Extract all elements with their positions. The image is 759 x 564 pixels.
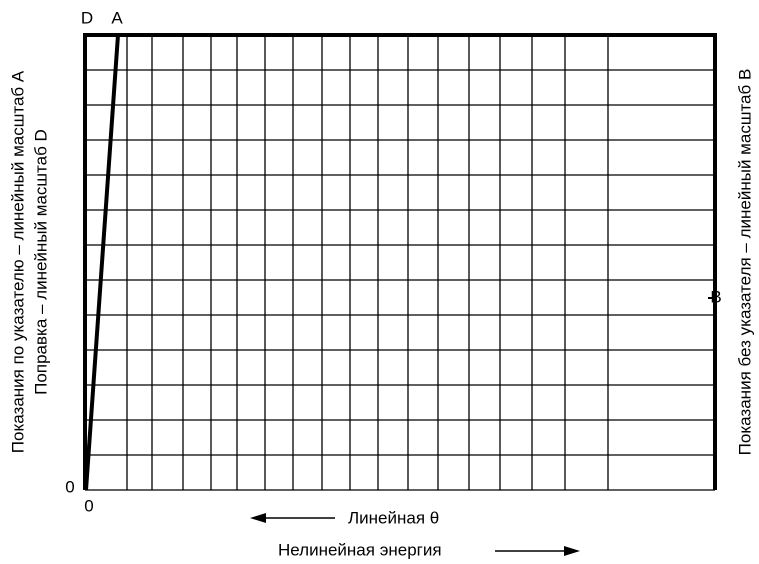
grid (85, 34, 715, 491)
left-axis-label-1: Показания по указателю – линейный масшта… (8, 70, 27, 453)
arrow-right-head (564, 546, 580, 556)
bottom-nonlinear-label: Нелинейная энергия (278, 540, 442, 559)
label-a: A (111, 8, 123, 27)
left-axis-label-2: Поправка – линейный масштаб D (31, 129, 50, 395)
bottom-linear-label: Линейная θ (348, 508, 439, 527)
scale-a-line (84, 34, 120, 491)
right-axis-label: Показания без указателя – линейный масшт… (735, 69, 754, 456)
label-origin-left: 0 (65, 477, 74, 496)
arrow-left-head (250, 513, 266, 523)
label-origin-bottom: 0 (84, 496, 93, 515)
label-d: D (81, 8, 93, 27)
label-b: B (710, 287, 721, 306)
